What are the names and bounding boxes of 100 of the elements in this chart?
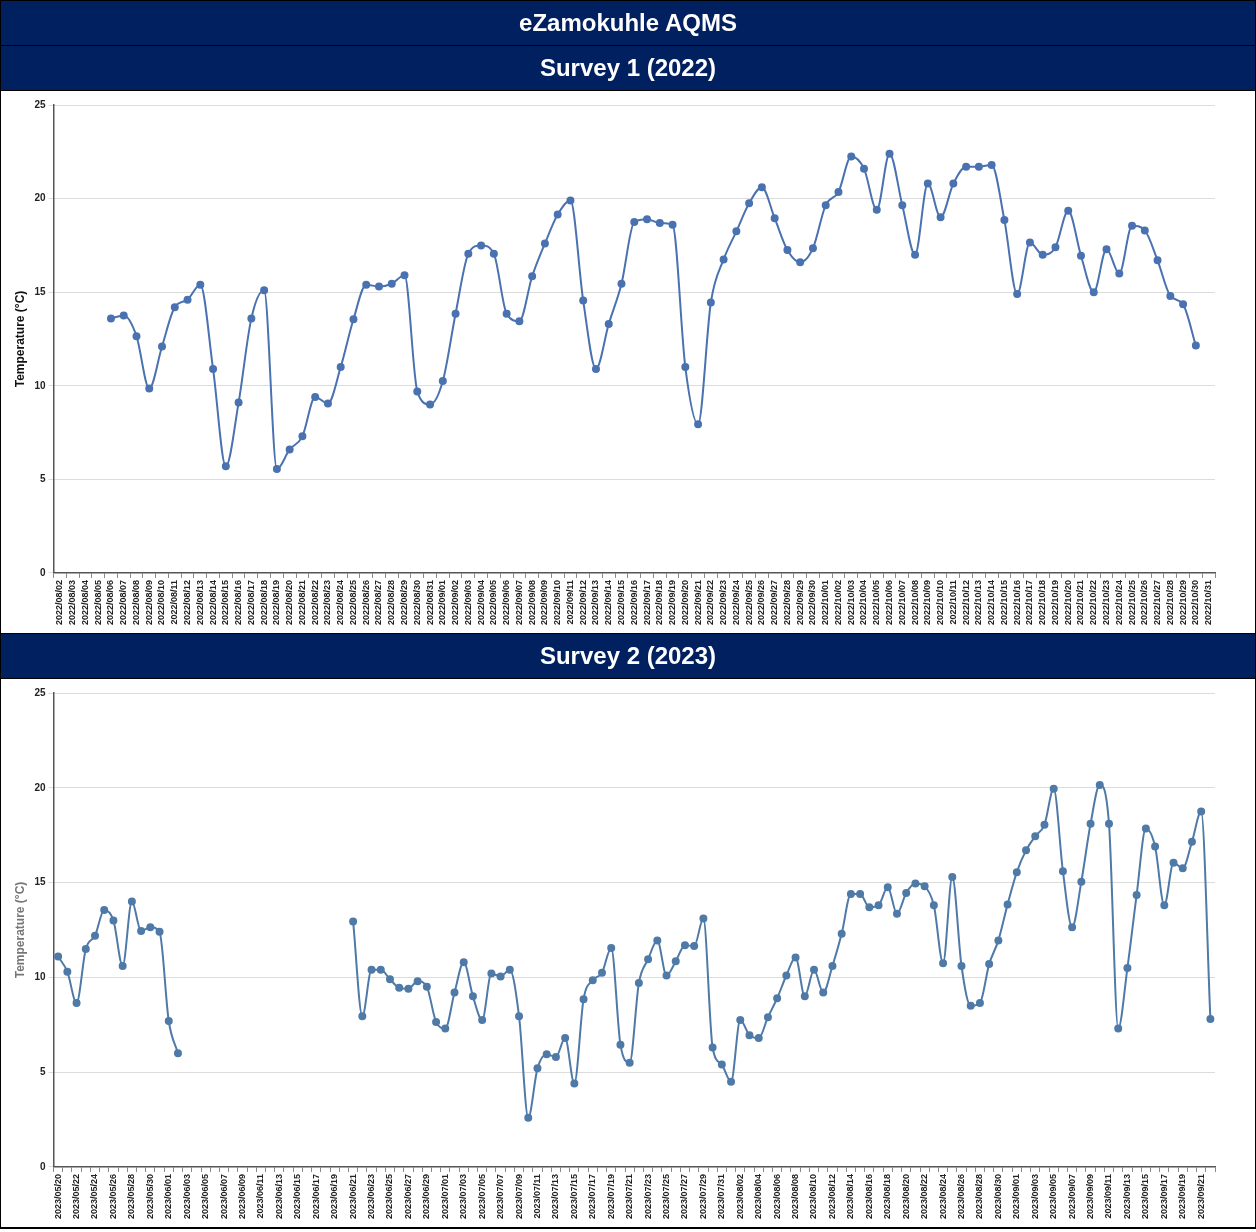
x-tick-label: 2023/05/28 (126, 1173, 137, 1219)
x-tick-label: 2023/09/21 (1195, 1173, 1206, 1219)
x-tick-label: 2022/08/12 (182, 579, 193, 625)
x-tick-label: 2023/06/01 (163, 1173, 174, 1219)
x-tick-label: 2022/09/07 (513, 579, 524, 625)
x-tick-label: 2023/08/12 (826, 1173, 837, 1219)
x-tick-label: 2022/09/22 (705, 579, 716, 625)
x-tick-label: 2023/06/09 (236, 1173, 247, 1219)
x-tick-label: 2023/07/13 (550, 1173, 561, 1219)
x-tick-label: 2023/07/27 (679, 1173, 690, 1219)
x-tick-label: 2022/08/15 (220, 579, 231, 625)
x-tick-label: 2022/08/13 (194, 579, 205, 625)
x-tick-label: 2022/09/20 (679, 579, 690, 625)
x-tick-label: 2023/06/05 (200, 1173, 211, 1219)
x-tick-label: 2023/06/03 (181, 1173, 192, 1219)
x-tick-label: 2023/06/23 (366, 1173, 377, 1219)
y-axis-title: Temperature (°C) (12, 881, 27, 979)
x-tick-label: 2022/10/06 (884, 579, 895, 625)
x-tick-label: 2022/10/24 (1113, 579, 1124, 625)
x-tick-label: 2023/08/28 (974, 1173, 985, 1219)
x-tick-label: 2022/08/11 (169, 579, 180, 625)
x-tick-label: 2023/07/31 (716, 1173, 727, 1219)
x-tick-label: 2023/07/17 (587, 1173, 598, 1219)
x-tick-label: 2023/08/02 (734, 1173, 745, 1219)
x-tick-label: 2022/10/16 (1011, 579, 1022, 625)
x-tick-label: 2022/10/11 (947, 579, 958, 625)
x-tick-label: 2022/09/16 (628, 579, 639, 625)
x-tick-label: 2022/09/12 (577, 579, 588, 625)
x-tick-label: 2022/09/29 (794, 579, 805, 625)
x-tick-label: 2022/09/03 (462, 579, 473, 625)
x-tick-label: 2023/05/26 (107, 1173, 118, 1219)
x-tick-label: 2022/08/02 (54, 579, 65, 625)
y-tick-label: 0 (39, 566, 46, 578)
x-tick-label: 2022/09/17 (641, 579, 652, 625)
x-tick-label: 2022/08/29 (399, 579, 409, 625)
x-tick-label: 2023/09/09 (1085, 1173, 1096, 1219)
x-tick-label: 2023/06/15 (292, 1173, 303, 1219)
x-tick-label: 2023/08/20 (900, 1173, 911, 1219)
x-tick-label: 2022/10/28 (1164, 579, 1175, 625)
x-tick-label: 2022/10/09 (922, 579, 933, 625)
x-tick-label: 2022/08/24 (335, 579, 346, 625)
x-tick-label: 2023/09/07 (1066, 1173, 1077, 1219)
chart-title: Survey 2 (2023) (1, 634, 1255, 679)
x-tick-label: 2023/05/24 (89, 1173, 100, 1219)
y-tick-label: 5 (39, 473, 46, 485)
x-tick-label: 2022/09/27 (769, 579, 780, 625)
x-tick-label: 2022/09/24 (730, 579, 741, 625)
x-tick-label: 2022/08/22 (309, 579, 320, 625)
x-tick-label: 2023/06/13 (273, 1173, 284, 1219)
x-tick-label: 2022/08/17 (245, 579, 256, 625)
x-tick-label: 2022/08/23 (322, 579, 333, 625)
x-tick-label: 2022/10/20 (1062, 579, 1073, 625)
x-tick-label: 2023/09/11 (1103, 1173, 1114, 1219)
x-tick-label: 2022/10/18 (1037, 579, 1048, 625)
x-tick-label: 2022/08/03 (67, 579, 78, 625)
y-tick-label: 15 (34, 876, 46, 888)
x-tick-label: 2022/10/26 (1139, 579, 1150, 625)
x-tick-label: 2023/09/05 (1048, 1173, 1059, 1219)
x-tick-label: 2023/06/21 (347, 1173, 358, 1219)
x-tick-label: 2022/09/19 (667, 579, 678, 625)
x-tick-label: 2023/05/22 (71, 1173, 82, 1219)
x-tick-label: 2022/09/18 (654, 579, 665, 625)
x-tick-label: 2022/09/21 (692, 579, 703, 625)
x-tick-label: 2022/08/31 (424, 579, 435, 625)
x-tick-label: 2023/07/07 (495, 1173, 506, 1219)
x-tick-label: 2023/09/17 (1158, 1173, 1169, 1219)
x-tick-label: 2022/09/02 (450, 579, 461, 625)
x-tick-label: 2022/10/19 (1049, 579, 1060, 625)
y-tick-label: 0 (39, 1160, 46, 1172)
x-tick-label: 2023/06/27 (402, 1173, 413, 1219)
x-tick-label: 2022/08/06 (105, 579, 116, 625)
x-tick-label: 2022/10/13 (973, 579, 984, 625)
x-tick-label: 2023/07/21 (624, 1173, 635, 1219)
x-tick-label: 2023/09/03 (1029, 1173, 1040, 1219)
x-tick-label: 2022/08/20 (284, 579, 295, 625)
x-tick-label: 2022/09/05 (488, 579, 499, 625)
x-tick-label: 2023/06/19 (329, 1173, 340, 1219)
x-tick-label: 2022/10/30 (1190, 579, 1201, 625)
x-tick-label: 2023/08/04 (753, 1173, 764, 1219)
x-tick-label: 2022/08/21 (296, 579, 307, 625)
x-tick-label: 2022/08/04 (79, 579, 90, 625)
x-tick-label: 2023/08/24 (937, 1173, 948, 1219)
y-tick-label: 15 (34, 285, 46, 297)
x-tick-label: 2022/10/27 (1152, 579, 1163, 625)
x-tick-label: 2023/08/30 (992, 1173, 1003, 1219)
x-tick-label: 2022/09/09 (539, 579, 550, 625)
x-tick-label: 2022/09/15 (615, 579, 626, 625)
x-tick-label: 2022/10/29 (1177, 579, 1188, 625)
x-tick-label: 2023/08/14 (845, 1173, 856, 1219)
x-tick-label: 2023/05/20 (52, 1173, 63, 1219)
y-tick-label: 20 (34, 192, 46, 204)
x-tick-label: 2022/10/04 (858, 579, 869, 625)
y-tick-label: 10 (34, 379, 46, 391)
x-tick-label: 2023/07/01 (439, 1173, 450, 1219)
x-tick-label: 2023/09/15 (1140, 1173, 1151, 1219)
x-tick-label: 2023/07/25 (661, 1173, 672, 1219)
x-tick-label: 2022/10/10 (935, 579, 946, 625)
x-tick-label: 2022/10/03 (845, 579, 856, 625)
x-tick-label: 2022/08/16 (233, 579, 244, 625)
y-tick-label: 20 (34, 781, 46, 793)
